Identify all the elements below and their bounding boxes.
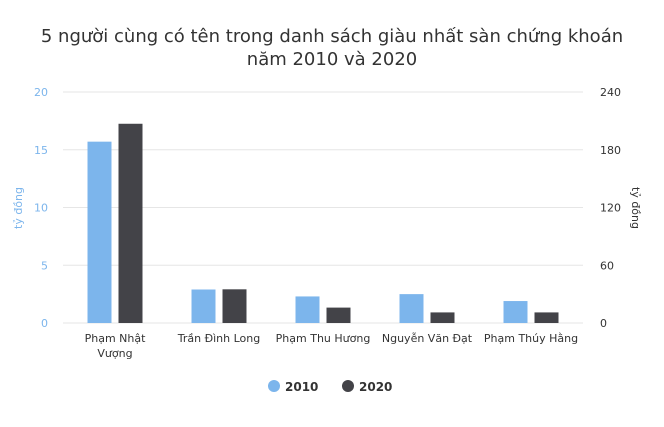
left-axis-ticks: 0 5 10 15 20 — [34, 86, 48, 330]
category-label: Vượng — [97, 347, 132, 360]
bars — [87, 123, 559, 323]
bar-2010[interactable] — [295, 296, 320, 323]
category-label: Phạm Thu Hương — [276, 332, 371, 345]
bar-2020[interactable] — [430, 312, 455, 323]
right-tick-label: 240 — [600, 86, 621, 99]
category-label: Trần Đình Long — [177, 332, 260, 345]
left-tick-label: 5 — [41, 259, 48, 272]
bar-2020[interactable] — [222, 289, 247, 323]
legend-item-2020[interactable]: 2020 — [342, 380, 392, 394]
left-tick-label: 20 — [34, 86, 48, 99]
bar-2010[interactable] — [191, 289, 216, 323]
left-tick-label: 0 — [41, 317, 48, 330]
left-tick-label: 10 — [34, 202, 48, 215]
grid-lines — [63, 91, 583, 324]
right-tick-label: 0 — [600, 317, 607, 330]
legend-swatch-2010 — [268, 380, 280, 392]
chart-title-line-2: năm 2010 và 2020 — [247, 49, 417, 70]
category-label: Phạm Thúy Hằng — [484, 332, 578, 345]
chart-title-line-1: 5 người cùng có tên trong danh sách giàu… — [41, 26, 623, 47]
category-label: Nguyễn Văn Đạt — [382, 332, 473, 345]
legend-label-2010: 2010 — [285, 380, 318, 394]
category-label: Phạm Nhật — [85, 332, 146, 345]
legend-label-2020: 2020 — [359, 380, 392, 394]
legend-swatch-2020 — [342, 380, 354, 392]
bar-2020[interactable] — [118, 123, 143, 323]
right-tick-label: 120 — [600, 202, 621, 215]
bar-2010[interactable] — [399, 294, 424, 323]
right-tick-label: 60 — [600, 259, 614, 272]
right-tick-label: 180 — [600, 144, 621, 157]
left-axis-title: tỷ đồng — [12, 187, 25, 229]
bar-2020[interactable] — [534, 312, 559, 323]
bar-2010[interactable] — [87, 141, 112, 323]
right-axis-title: tỷ đồng — [629, 187, 642, 229]
left-tick-label: 15 — [34, 144, 48, 157]
right-axis-ticks: 0 60 120 180 240 — [600, 86, 621, 330]
category-labels: Phạm Nhật Vượng Trần Đình Long Phạm Thu Hươ… — [85, 332, 579, 360]
legend-item-2010[interactable]: 2010 — [268, 380, 318, 394]
bar-2020[interactable] — [326, 307, 351, 323]
legend: 2010 2020 — [268, 380, 392, 394]
bar-2010[interactable] — [503, 301, 528, 323]
